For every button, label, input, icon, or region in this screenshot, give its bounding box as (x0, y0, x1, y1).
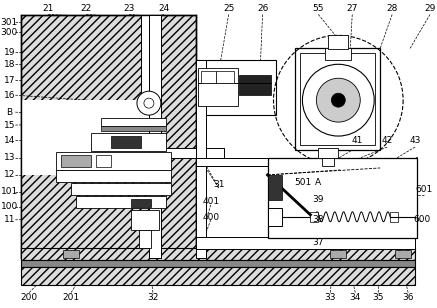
Bar (101, 126, 166, 131)
Text: 17: 17 (3, 76, 15, 85)
Text: 21: 21 (42, 4, 54, 13)
Text: 27: 27 (347, 4, 358, 13)
Circle shape (144, 98, 154, 108)
Bar (21, 248, 415, 260)
Text: 400: 400 (202, 213, 219, 222)
Text: 501: 501 (294, 178, 311, 187)
Bar (91, 133, 166, 151)
Circle shape (331, 93, 345, 107)
Bar (390, 212, 398, 222)
Bar (310, 212, 319, 222)
Text: 38: 38 (312, 215, 324, 224)
Text: 14: 14 (3, 136, 15, 144)
Bar (267, 208, 282, 226)
Text: 26: 26 (257, 4, 268, 13)
Text: 16: 16 (3, 91, 15, 100)
Bar (76, 196, 166, 208)
Bar (63, 250, 79, 258)
Text: 200: 200 (21, 293, 38, 302)
Text: 36: 36 (402, 293, 414, 302)
Bar (149, 148, 224, 158)
Text: 31: 31 (213, 180, 225, 189)
Bar (295, 48, 380, 150)
Text: 55: 55 (312, 4, 324, 13)
Text: 12: 12 (3, 170, 15, 180)
Text: 33: 33 (325, 293, 336, 302)
Bar (21, 267, 415, 285)
Text: 19: 19 (3, 48, 15, 57)
Bar (196, 60, 206, 258)
Text: 18: 18 (3, 60, 15, 69)
Bar (71, 183, 171, 195)
Text: B: B (6, 107, 12, 117)
Text: A: A (316, 178, 322, 187)
Bar (239, 75, 271, 95)
Bar (111, 136, 141, 148)
Text: 24: 24 (158, 4, 170, 13)
Bar (21, 260, 415, 267)
Bar (319, 148, 338, 158)
Text: 41: 41 (351, 136, 363, 144)
Bar (395, 250, 411, 258)
Text: 29: 29 (424, 4, 436, 13)
Bar (201, 71, 216, 83)
Text: 15: 15 (3, 121, 15, 130)
Bar (56, 170, 171, 182)
Bar (21, 15, 196, 258)
Bar (101, 118, 166, 126)
Bar (267, 175, 282, 200)
Bar (196, 60, 275, 115)
Circle shape (316, 78, 360, 122)
Text: 37: 37 (312, 238, 324, 247)
Bar (61, 155, 91, 167)
Circle shape (302, 64, 374, 136)
Bar (323, 158, 334, 166)
Text: 100: 100 (1, 202, 18, 211)
Text: 300: 300 (1, 28, 18, 37)
Text: 601: 601 (416, 185, 433, 194)
Bar (300, 53, 375, 145)
Text: 39: 39 (312, 195, 324, 204)
Text: 42: 42 (382, 136, 393, 144)
Bar (96, 155, 111, 167)
Text: 201: 201 (62, 293, 80, 302)
Bar (196, 237, 415, 249)
Bar (131, 210, 159, 230)
Bar (131, 199, 151, 207)
Bar (198, 68, 238, 106)
Bar (139, 230, 151, 248)
Text: 25: 25 (223, 4, 234, 13)
Bar (149, 15, 161, 258)
Text: 600: 600 (413, 215, 431, 224)
Bar (328, 35, 348, 49)
Text: 13: 13 (3, 153, 15, 163)
Text: 401: 401 (202, 197, 219, 206)
Text: 22: 22 (80, 4, 92, 13)
Text: 32: 32 (147, 293, 159, 302)
Text: 34: 34 (350, 293, 361, 302)
Text: 23: 23 (123, 4, 135, 13)
Bar (326, 48, 351, 60)
Bar (196, 158, 281, 166)
Bar (216, 71, 234, 83)
Text: 301: 301 (1, 18, 18, 27)
Text: 11: 11 (3, 215, 15, 224)
Circle shape (137, 91, 161, 115)
Bar (267, 158, 417, 238)
Bar (56, 152, 171, 170)
Text: 35: 35 (372, 293, 384, 302)
Text: 28: 28 (386, 4, 398, 13)
Bar (141, 15, 161, 258)
Bar (21, 100, 156, 258)
Bar (21, 175, 156, 258)
Text: 101: 101 (1, 187, 18, 197)
Text: 43: 43 (409, 136, 421, 144)
Bar (330, 250, 346, 258)
